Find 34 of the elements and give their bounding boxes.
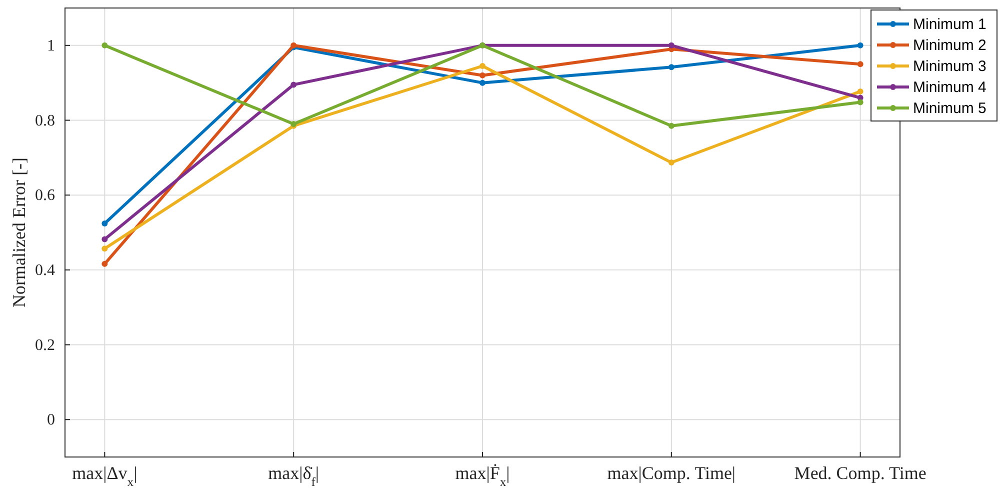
point (102, 246, 108, 252)
point (102, 220, 108, 227)
point (480, 72, 486, 78)
y-tick-label: 0.2 (35, 336, 55, 354)
y-tick-label: 1 (47, 38, 55, 55)
point (480, 80, 486, 86)
point (102, 42, 108, 48)
point (102, 260, 108, 267)
x-tick-label: max|Comp. Time| (607, 463, 736, 483)
y-tick-label: 0 (47, 412, 55, 429)
point (480, 62, 486, 69)
point (857, 42, 864, 48)
point (668, 160, 674, 166)
y-tick-label: 0.6 (35, 187, 55, 204)
x-tick-label: Med. Comp. Time (794, 463, 926, 483)
legend-label: Minimum 5 (913, 100, 986, 117)
y-axis-title: Normalized Error [-] (9, 158, 29, 308)
point (857, 99, 864, 106)
point (102, 236, 108, 242)
x-tick-label: max|Ḟ$_{x}$| (455, 463, 510, 488)
x-tick-label: max|Δv$_{x}$| (72, 463, 138, 488)
point (857, 61, 864, 68)
y-tick-label: 0.4 (35, 262, 55, 280)
point (857, 88, 864, 94)
y-tick-label: 0.8 (35, 112, 55, 130)
x-tick-label: max|δ̇$_{f}$| (268, 463, 320, 488)
point (668, 64, 674, 70)
point (668, 42, 674, 48)
point (290, 82, 297, 88)
legend-label: Minimum 1 (913, 16, 986, 33)
legend-label: Minimum 3 (913, 58, 986, 75)
point (668, 122, 674, 129)
legend-label: Minimum 2 (913, 37, 986, 54)
legend-label: Minimum 4 (913, 79, 986, 96)
